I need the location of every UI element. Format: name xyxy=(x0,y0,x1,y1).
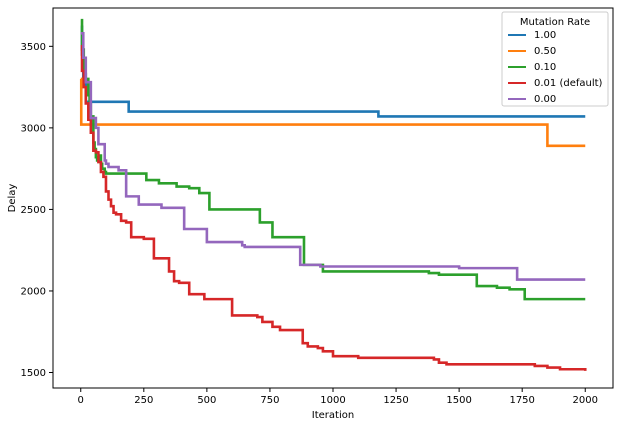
legend-items: 1.00 0.50 0.10 0.01 (default) 0.00 xyxy=(508,30,603,105)
legend-box xyxy=(501,11,609,107)
series-layer xyxy=(79,18,587,371)
y-tick-label: 2000 xyxy=(21,286,46,297)
legend-title: Mutation Rate xyxy=(520,17,590,28)
x-tick-label: 750 xyxy=(260,395,279,406)
series-line-2 xyxy=(79,77,586,148)
y-tick-label: 2500 xyxy=(21,205,46,216)
legend-label: 0.10 xyxy=(534,62,556,73)
y-tick-label: 1500 xyxy=(21,368,46,379)
x-tick-label: 1250 xyxy=(383,395,408,406)
x-axis-label: Iteration xyxy=(312,410,354,421)
x-tick-label: 1500 xyxy=(446,395,471,406)
series-line-5 xyxy=(80,31,586,281)
series-line-4 xyxy=(80,45,587,371)
x-axis: 0 250 500 750 1000 1250 1500 1750 2000 xyxy=(78,388,598,406)
legend-label: 0.00 xyxy=(534,94,556,105)
x-tick-label: 250 xyxy=(134,395,153,406)
x-tick-label: 1000 xyxy=(320,395,345,406)
y-axis: 1500 2000 2500 3000 3500 xyxy=(21,42,53,379)
x-tick-label: 2000 xyxy=(573,395,598,406)
y-tick-label: 3500 xyxy=(21,42,46,53)
legend-label: 0.01 (default) xyxy=(534,78,603,89)
y-axis-label: Delay xyxy=(7,184,18,213)
x-tick-label: 500 xyxy=(197,395,216,406)
legend: Mutation Rate 1.00 0.50 0.10 0.01 (default)… xyxy=(501,11,609,107)
legend-label: 0.50 xyxy=(534,46,556,57)
x-tick-label: 0 xyxy=(78,395,84,406)
x-tick-label: 1750 xyxy=(509,395,534,406)
legend-label: 1.00 xyxy=(534,30,556,41)
y-tick-label: 3000 xyxy=(21,123,46,134)
